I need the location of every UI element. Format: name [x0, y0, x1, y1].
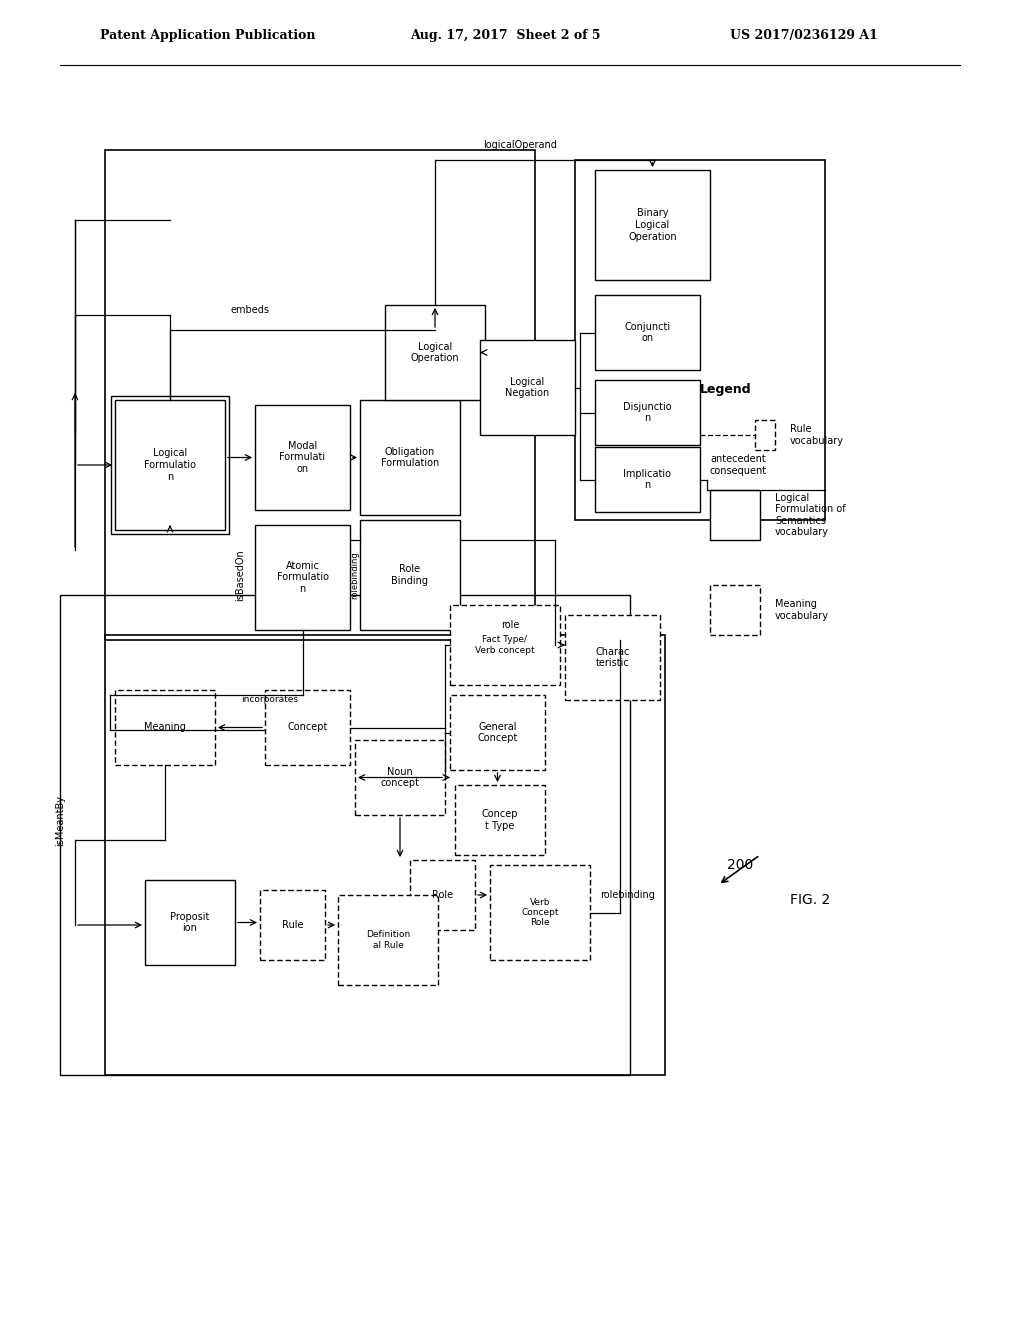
- Text: Rule: Rule: [282, 920, 303, 931]
- Bar: [455, 785, 545, 855]
- Bar: [595, 170, 710, 280]
- Text: Verb
Concept
Role: Verb Concept Role: [521, 898, 559, 928]
- Text: Concep
t Type: Concep t Type: [481, 809, 518, 830]
- Bar: [265, 690, 350, 766]
- Bar: [490, 865, 590, 960]
- Text: Implicatio
n: Implicatio n: [624, 469, 672, 490]
- Bar: [105, 150, 535, 640]
- Text: General
Concept: General Concept: [477, 722, 518, 743]
- Text: Meaning: Meaning: [144, 722, 186, 733]
- Text: Disjunctio
n: Disjunctio n: [624, 401, 672, 424]
- Bar: [710, 585, 760, 635]
- Text: Definition
al Rule: Definition al Rule: [366, 931, 411, 949]
- Bar: [565, 615, 660, 700]
- Text: isBasedOn: isBasedOn: [234, 549, 245, 601]
- Text: Obligation
Formulation: Obligation Formulation: [381, 446, 439, 469]
- Text: Logical
Formulation of
Semantics
vocabulary: Logical Formulation of Semantics vocabul…: [775, 492, 846, 537]
- Text: Concept: Concept: [288, 722, 328, 733]
- Bar: [595, 380, 700, 445]
- Text: Meaning
vocabulary: Meaning vocabulary: [775, 599, 829, 620]
- Text: Rule
vocabulary: Rule vocabulary: [790, 424, 844, 446]
- Bar: [710, 490, 760, 540]
- Bar: [575, 160, 825, 520]
- Text: rolebinding: rolebinding: [350, 552, 359, 599]
- Text: Binary
Logical
Operation: Binary Logical Operation: [628, 209, 677, 242]
- Text: Noun
concept: Noun concept: [381, 767, 420, 788]
- Bar: [255, 405, 350, 510]
- Bar: [115, 400, 225, 531]
- Bar: [105, 635, 665, 1074]
- Text: rolebinding: rolebinding: [600, 890, 655, 900]
- Text: Atomic
Formulatio
n: Atomic Formulatio n: [276, 561, 329, 594]
- Text: Proposit
ion: Proposit ion: [170, 912, 210, 933]
- Bar: [60, 595, 630, 1074]
- Bar: [410, 861, 475, 931]
- Bar: [260, 890, 325, 960]
- Text: logicalOperand: logicalOperand: [483, 140, 557, 150]
- Bar: [450, 696, 545, 770]
- Bar: [480, 341, 575, 436]
- Bar: [255, 525, 350, 630]
- Text: 200: 200: [727, 858, 753, 873]
- Text: Patent Application Publication: Patent Application Publication: [100, 29, 315, 41]
- Bar: [595, 447, 700, 512]
- Text: incorporates: incorporates: [242, 696, 299, 705]
- Bar: [115, 690, 215, 766]
- Bar: [145, 880, 234, 965]
- Text: Role
Binding: Role Binding: [391, 564, 428, 586]
- Text: isMeantBy: isMeantBy: [55, 795, 65, 846]
- Text: Modal
Formulati
on: Modal Formulati on: [280, 441, 326, 474]
- Text: Fact Type/
Verb concept: Fact Type/ Verb concept: [475, 635, 535, 655]
- Text: FIG. 2: FIG. 2: [790, 894, 830, 907]
- Text: US 2017/0236129 A1: US 2017/0236129 A1: [730, 29, 878, 41]
- Bar: [755, 420, 775, 450]
- Bar: [385, 305, 485, 400]
- Bar: [450, 605, 560, 685]
- Text: Logical
Operation: Logical Operation: [411, 342, 460, 363]
- Bar: [355, 741, 445, 814]
- Text: antecedent
consequent: antecedent consequent: [710, 454, 767, 475]
- Text: role: role: [501, 620, 519, 630]
- Text: Aug. 17, 2017  Sheet 2 of 5: Aug. 17, 2017 Sheet 2 of 5: [410, 29, 600, 41]
- Text: Charac
teristic: Charac teristic: [595, 647, 630, 668]
- Text: Conjuncti
on: Conjuncti on: [625, 322, 671, 343]
- Text: embeds: embeds: [230, 305, 269, 315]
- Text: Legend: Legend: [700, 384, 752, 396]
- Bar: [338, 895, 438, 985]
- Text: Logical
Negation: Logical Negation: [506, 376, 550, 399]
- Text: Logical
Formulatio
n: Logical Formulatio n: [144, 449, 196, 482]
- Bar: [595, 294, 700, 370]
- Bar: [360, 520, 460, 630]
- Text: Role: Role: [432, 890, 453, 900]
- Bar: [111, 396, 229, 535]
- Bar: [360, 400, 460, 515]
